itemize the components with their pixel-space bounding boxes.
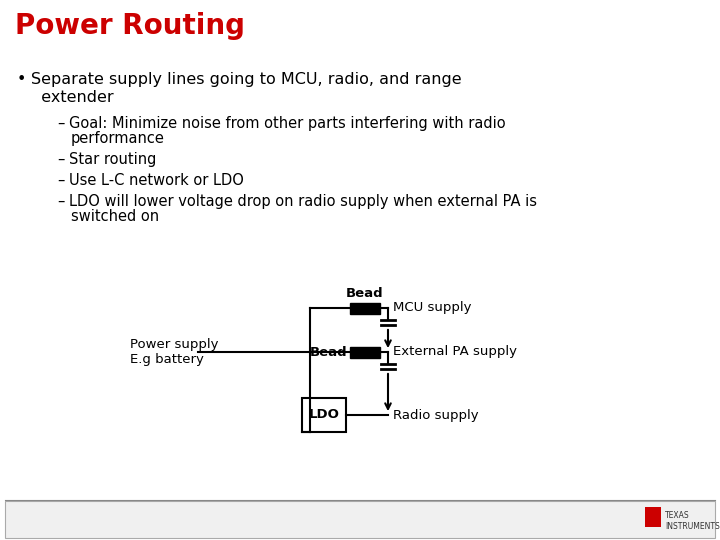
Bar	[645, 507, 661, 527]
Text: –: –	[57, 116, 64, 131]
Text: extender: extender	[31, 90, 114, 105]
Bar	[350, 347, 380, 358]
Text: Bead: Bead	[346, 287, 384, 300]
Text: Radio supply: Radio supply	[393, 408, 479, 422]
Text: •: •	[17, 72, 27, 87]
Bar	[350, 303, 380, 314]
Text: External PA supply: External PA supply	[393, 346, 517, 359]
Text: TEXAS
INSTRUMENTS: TEXAS INSTRUMENTS	[665, 511, 720, 531]
Text: switched on: switched on	[71, 209, 159, 224]
Text: Separate supply lines going to MCU, radio, and range: Separate supply lines going to MCU, radi…	[31, 72, 462, 87]
Text: –: –	[57, 152, 64, 167]
Text: –: –	[57, 194, 64, 209]
Bar	[302, 398, 346, 432]
Text: Power Routing: Power Routing	[15, 12, 245, 40]
Text: performance: performance	[71, 131, 165, 146]
Text: Use L-C network or LDO: Use L-C network or LDO	[69, 173, 244, 188]
Text: Bead: Bead	[310, 346, 347, 359]
Text: Star routing: Star routing	[69, 152, 156, 167]
Text: LDO will lower voltage drop on radio supply when external PA is: LDO will lower voltage drop on radio sup…	[69, 194, 537, 209]
Text: Power supply
E.g battery: Power supply E.g battery	[130, 338, 218, 366]
Text: –: –	[57, 173, 64, 188]
Bar	[5, 501, 715, 538]
Text: MCU supply: MCU supply	[393, 301, 472, 314]
Text: Goal: Minimize noise from other parts interfering with radio: Goal: Minimize noise from other parts in…	[69, 116, 505, 131]
Text: LDO: LDO	[309, 408, 339, 422]
